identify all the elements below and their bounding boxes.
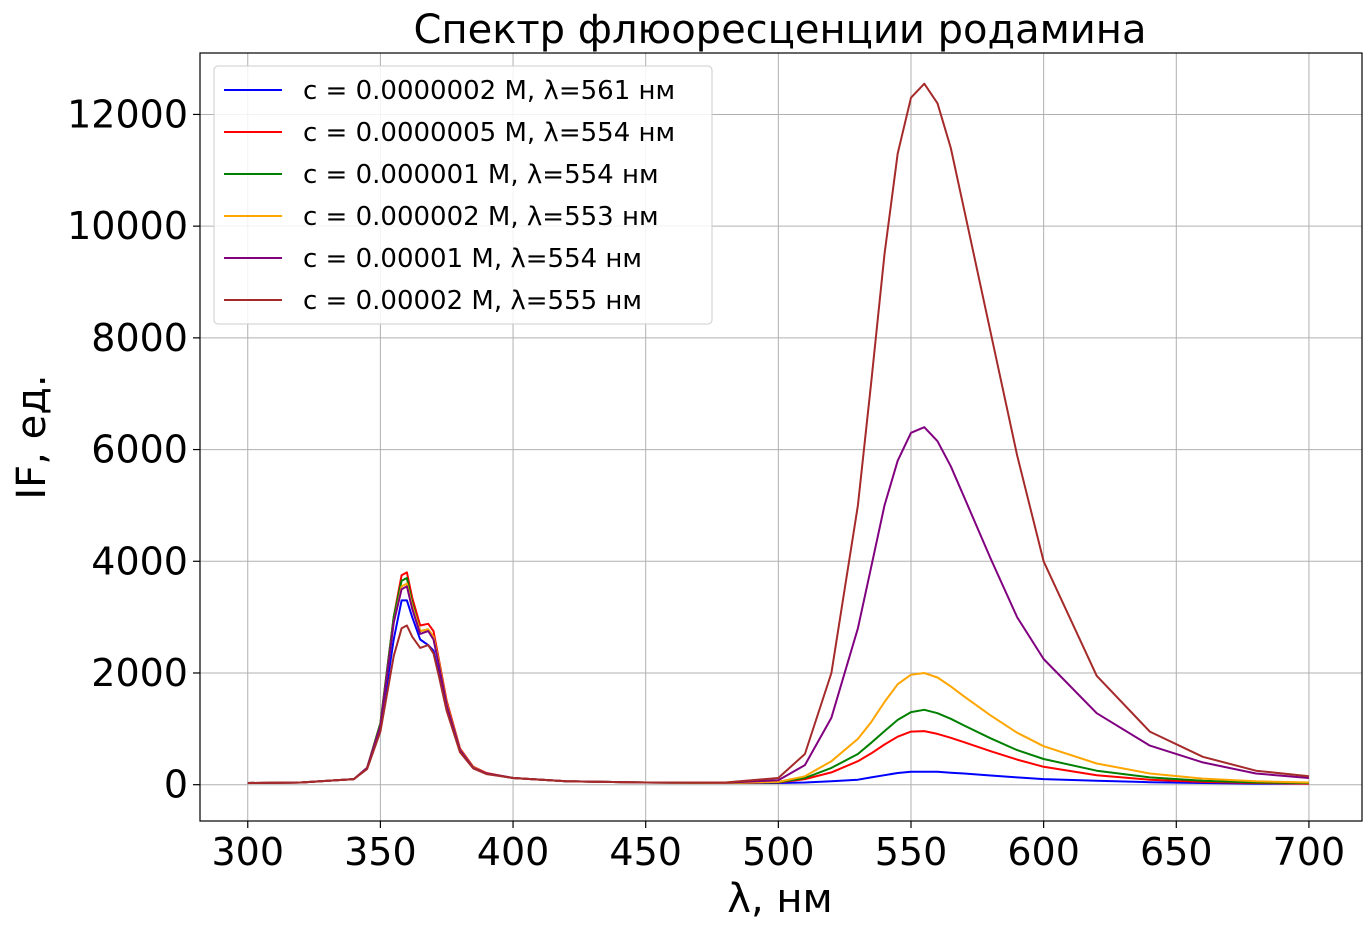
y-tick-label: 12000 <box>67 92 188 136</box>
grid <box>200 53 1362 821</box>
x-tick-label: 400 <box>477 830 550 874</box>
legend-label-3: c = 0.000001 M, λ=554 нм <box>303 160 659 190</box>
x-tick-label: 550 <box>875 830 948 874</box>
legend-label-4: c = 0.000002 M, λ=553 нм <box>303 202 659 232</box>
x-tick-label: 700 <box>1273 830 1346 874</box>
y-tick-label: 10000 <box>67 204 188 248</box>
x-tick-label: 650 <box>1140 830 1213 874</box>
y-tick-label: 8000 <box>91 316 188 360</box>
y-tick-label: 4000 <box>91 539 188 583</box>
plot-frame <box>199 52 1363 822</box>
legend-box <box>213 65 713 325</box>
x-tick-label: 350 <box>344 830 417 874</box>
series-layer <box>247 82 1310 785</box>
y-axis-label: IF, ед. <box>9 374 55 499</box>
x-tick-label: 450 <box>609 830 682 874</box>
x-axis-label: λ, нм <box>727 876 832 922</box>
x-tick-label: 600 <box>1007 830 1080 874</box>
legend-label-2: c = 0.0000005 M, λ=554 нм <box>303 118 675 148</box>
x-tick-label: 500 <box>742 830 815 874</box>
y-tick-label: 2000 <box>91 651 188 695</box>
y-tick-label: 6000 <box>91 428 188 472</box>
series-line-6 <box>247 82 1310 784</box>
legend-label-5: c = 0.00001 M, λ=554 нм <box>303 244 642 274</box>
legend-label-1: c = 0.0000002 M, λ=561 нм <box>303 76 675 106</box>
x-axis: 300 350 400 450 500 550 600 650 700 <box>211 821 1345 874</box>
chart-title: Спектр флюоресценции родамина <box>414 7 1147 53</box>
legend-label-6: c = 0.00002 M, λ=555 нм <box>303 286 642 316</box>
legend: c = 0.0000002 M, λ=561 нм c = 0.0000005 M… <box>213 65 713 325</box>
y-tick-label: 0 <box>164 763 188 807</box>
x-tick-label: 300 <box>211 830 284 874</box>
y-axis: 0 2000 4000 6000 8000 10000 12000 <box>67 92 200 807</box>
